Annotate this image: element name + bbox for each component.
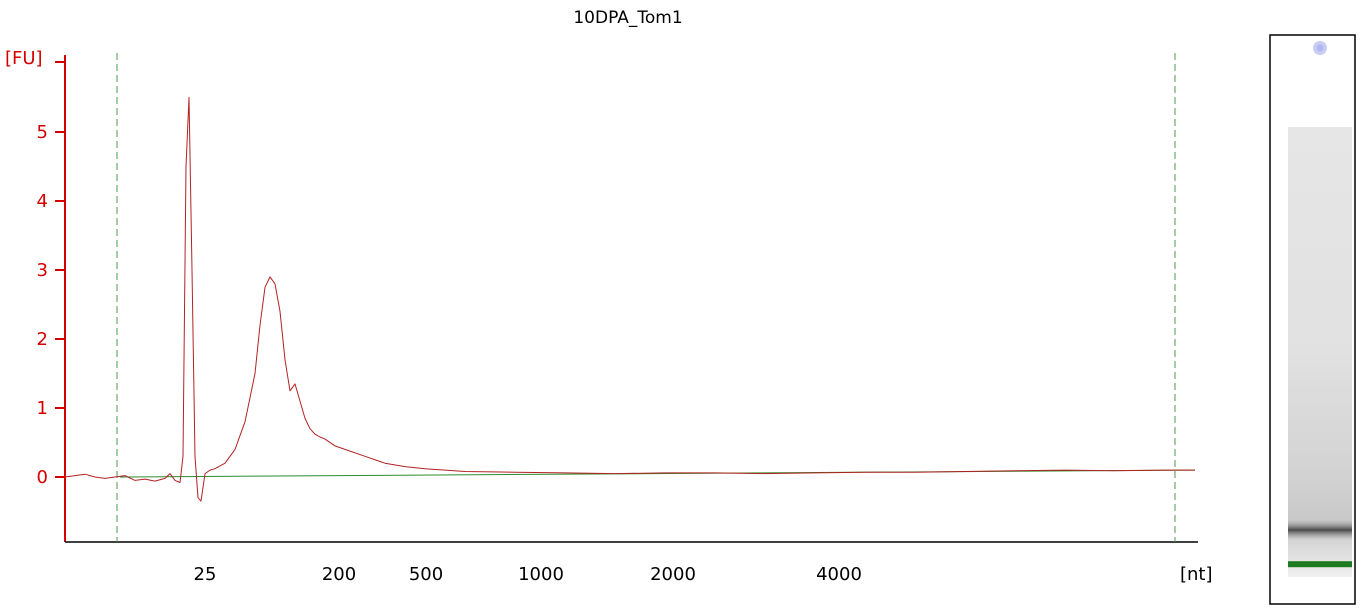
x-tick-label-25: 25 [194,564,217,585]
x-axis-ticks: 25 200 500 1000 2000 4000 [194,564,862,585]
gel-band [1288,520,1352,540]
chart-title: 10DPA_Tom1 [573,8,682,28]
marker-lines [116,53,1176,542]
x-tick-label-2000: 2000 [650,564,696,585]
x-tick-label-1000: 1000 [518,564,564,585]
y-tick-label: 2 [37,329,48,350]
x-tick-label-4000: 4000 [816,564,862,585]
x-tick-label-200: 200 [322,564,356,585]
gel-lane [1269,34,1356,605]
y-tick-label: 1 [37,398,48,419]
series-line-0 [64,97,1195,502]
trace-layer [64,97,1195,502]
y-tick-label: 5 [37,122,48,143]
y-tick-label: 3 [37,260,48,281]
x-axis-unit-label: [nt] [1180,564,1213,585]
y-axis-ticks: 0 1 2 3 4 5 [37,61,65,488]
y-tick-label: 0 [37,467,48,488]
x-tick-label-500: 500 [409,564,443,585]
baseline-line [119,469,1196,478]
y-axis-unit-label: [FU] [5,48,43,69]
y-tick-label: 4 [37,191,48,212]
gel-lane-background [1288,127,1352,577]
gel-well-icon [1313,41,1327,55]
baseline-layer [119,469,1196,478]
gel-marker-band [1288,561,1352,568]
